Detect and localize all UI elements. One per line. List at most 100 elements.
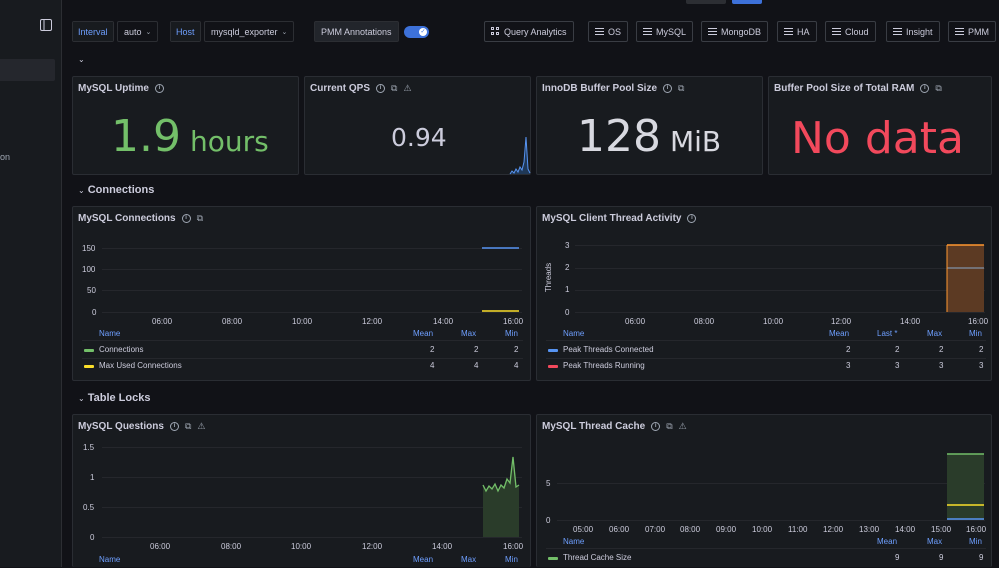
legend-header[interactable]: Min <box>505 329 518 338</box>
info-icon[interactable]: i <box>687 214 697 223</box>
chevron-down-icon: ⌄ <box>78 185 85 195</box>
nav-mysql-button[interactable]: MySQL <box>636 21 694 42</box>
nav-ha-button[interactable]: HA <box>777 21 817 42</box>
legend-header[interactable]: Min <box>969 537 982 546</box>
thread-activity-plot <box>946 244 984 312</box>
external-link-icon[interactable]: ⧉ <box>196 213 204 223</box>
nav-insight-button[interactable]: Insight <box>886 21 940 42</box>
menu-icon <box>643 28 652 35</box>
panel-mysql-uptime: MySQL Uptime i 1.9 hours <box>72 76 299 175</box>
gridline <box>102 477 522 478</box>
nav-query-analytics-button[interactable]: Query Analytics <box>484 21 574 42</box>
nav-label: Query Analytics <box>504 26 567 37</box>
host-select[interactable]: mysqld_exporter ⌄ <box>204 21 295 42</box>
toolbar-button[interactable] <box>686 0 726 4</box>
info-icon[interactable]: i <box>663 84 672 93</box>
legend-header[interactable]: Max <box>461 555 477 564</box>
legend-value: 4 <box>430 361 435 370</box>
legend-swatch <box>84 349 94 352</box>
y-tick: 0 <box>92 308 97 317</box>
legend-header[interactable]: Max <box>461 329 477 338</box>
dock-sidebar-icon[interactable] <box>40 19 52 31</box>
bufpool-stat-value: 128 MiB <box>577 111 721 162</box>
nav-os-button[interactable]: OS <box>588 21 629 42</box>
uptime-unit: hours <box>189 125 269 158</box>
legend-series-name[interactable]: Max Used Connections <box>99 361 182 370</box>
legend-value: 9 <box>939 553 944 562</box>
info-icon[interactable]: i <box>154 84 164 93</box>
info-icon[interactable]: i <box>169 422 179 431</box>
y-tick: 0 <box>546 516 551 525</box>
row-title: Connections <box>87 184 155 196</box>
legend-swatch <box>548 349 558 352</box>
warning-icon: ⚠ <box>678 421 687 431</box>
sidebar-active-item[interactable] <box>0 59 55 81</box>
x-tick: 12:00 <box>362 317 383 326</box>
x-tick: 16:00 <box>968 317 989 326</box>
sidebar-item-label[interactable]: on <box>0 152 11 162</box>
interval-variable[interactable]: Interval <box>72 21 114 42</box>
check-icon: ✓ <box>419 28 427 36</box>
legend-header[interactable]: Max <box>927 537 943 546</box>
legend-header[interactable]: Min <box>505 555 518 564</box>
annotations-switch[interactable]: ✓ <box>404 26 429 38</box>
legend-value: 2 <box>979 345 984 354</box>
legend-header[interactable]: Name <box>563 537 585 546</box>
x-tick: 06:00 <box>625 317 646 326</box>
external-link-icon[interactable]: ⧉ <box>184 421 192 431</box>
legend-header[interactable]: Name <box>563 329 585 338</box>
x-tick: 16:00 <box>503 317 524 326</box>
legend-swatch <box>84 365 94 368</box>
x-tick: 10:00 <box>752 525 773 534</box>
legend-value: 2 <box>514 345 519 354</box>
x-tick: 16:00 <box>503 542 524 551</box>
row-table-locks[interactable]: ⌄ Table Locks <box>78 392 150 404</box>
warning-icon: ⚠ <box>403 83 412 93</box>
external-link-icon[interactable]: ⧉ <box>391 83 398 93</box>
menu-icon <box>595 28 604 35</box>
external-link-icon[interactable]: ⧉ <box>666 421 673 431</box>
connections-plot <box>482 247 519 312</box>
legend-header[interactable]: Max <box>927 329 943 338</box>
nav-pmm-button[interactable]: PMM <box>948 21 996 42</box>
legend-series-name[interactable]: Peak Threads Running <box>563 361 645 370</box>
nav-cloud-button[interactable]: Cloud <box>825 21 876 42</box>
x-tick: 06:00 <box>152 317 173 326</box>
menu-icon <box>784 28 793 35</box>
y-tick: 1.5 <box>83 443 95 452</box>
row-connections[interactable]: ⌄ Connections <box>78 184 154 196</box>
nav-label: MongoDB <box>721 26 762 37</box>
collapse-row-chevron-icon[interactable]: ⌄ <box>78 55 85 64</box>
info-icon[interactable]: i <box>376 84 386 93</box>
legend-header[interactable]: Name <box>99 555 121 564</box>
x-tick: 14:00 <box>433 317 454 326</box>
legend-header[interactable]: Mean <box>829 329 850 338</box>
x-tick: 10:00 <box>291 542 312 551</box>
legend-series-name[interactable]: Thread Cache Size <box>563 553 632 562</box>
legend-header[interactable]: Name <box>99 329 121 338</box>
interval-select[interactable]: auto ⌄ <box>117 21 159 42</box>
x-tick: 12:00 <box>823 525 844 534</box>
legend-series-name[interactable]: Connections <box>99 345 144 354</box>
series-area <box>947 245 984 312</box>
x-tick: 08:00 <box>680 525 701 534</box>
legend-header[interactable]: Mean <box>413 329 434 338</box>
external-link-icon[interactable]: ⧉ <box>935 83 942 93</box>
info-icon[interactable]: i <box>920 84 930 93</box>
legend-header[interactable]: Mean <box>877 537 898 546</box>
legend-series-name[interactable]: Peak Threads Connected <box>563 345 654 354</box>
host-label: Host <box>171 22 200 41</box>
row-title: Table Locks <box>87 392 151 404</box>
host-variable[interactable]: Host <box>170 21 201 42</box>
legend-header[interactable]: Min <box>969 329 982 338</box>
info-icon[interactable]: i <box>651 422 661 431</box>
x-tick: 06:00 <box>609 525 630 534</box>
legend-header[interactable]: Last * <box>877 329 898 338</box>
info-icon[interactable]: i <box>181 214 191 223</box>
nav-mongodb-button[interactable]: MongoDB <box>701 21 769 42</box>
legend-header[interactable]: Mean <box>413 555 434 564</box>
x-tick: 14:00 <box>900 317 921 326</box>
x-tick: 11:00 <box>788 525 808 534</box>
toolbar-primary-button[interactable] <box>732 0 762 4</box>
external-link-icon[interactable]: ⧉ <box>678 83 685 93</box>
